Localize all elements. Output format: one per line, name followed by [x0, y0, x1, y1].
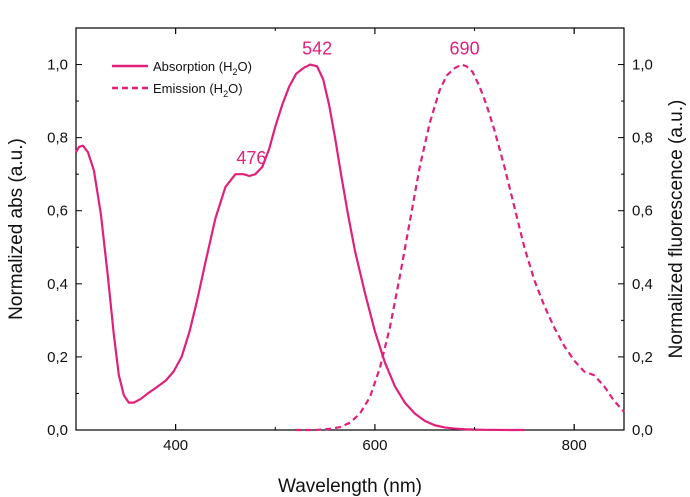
- plot-area: [75, 27, 625, 431]
- y2-tick-label: 0,4: [632, 276, 653, 293]
- emission-curve: [295, 63, 625, 432]
- peak-label: 542: [302, 39, 332, 59]
- x-axis-title: Wavelength (nm): [278, 476, 422, 497]
- y-tick-label: 0,4: [47, 276, 68, 293]
- x-tick-label: 600: [362, 437, 387, 454]
- y2-tick-label: 1,0: [632, 57, 653, 74]
- legend-label-emission: Emission (H2O): [153, 81, 243, 99]
- y2-axis-ticks: 0,0 0,2 0,4 0,6 0,8 1,0: [618, 27, 653, 439]
- x-axis-ticks: 400 600 800: [75, 28, 587, 454]
- y-axis-ticks: 0,0 0,2 0,4 0,6 0,8 1,0: [47, 27, 82, 439]
- peak-label: 690: [450, 39, 480, 59]
- y-tick-label: 1,0: [47, 57, 68, 74]
- y-tick-label: 0,6: [47, 203, 68, 220]
- y-tick-label: 0,8: [47, 130, 68, 147]
- peak-annotations: 476 542 690: [236, 39, 479, 169]
- y2-tick-label: 0,8: [632, 130, 653, 147]
- y2-axis-title: Normalized fluorescence (a.u.): [666, 100, 687, 359]
- y-tick-label: 0,0: [47, 422, 68, 439]
- legend-label-absorption: Absorption (H2O): [153, 59, 252, 77]
- y2-tick-label: 0,0: [632, 422, 653, 439]
- x-tick-label: 800: [562, 437, 587, 454]
- x-tick-label: 400: [163, 437, 188, 454]
- legend: Absorption (H2O) Emission (H2O): [112, 59, 252, 99]
- y-tick-label: 0,2: [47, 349, 68, 366]
- plot-frame: [75, 27, 625, 431]
- curves: [75, 63, 625, 432]
- y2-tick-label: 0,6: [632, 203, 653, 220]
- absorption-curve: [75, 63, 525, 432]
- y2-tick-label: 0,2: [632, 349, 653, 366]
- peak-label: 476: [236, 148, 266, 168]
- y-axis-title: Normalized abs (a.u.): [6, 138, 27, 320]
